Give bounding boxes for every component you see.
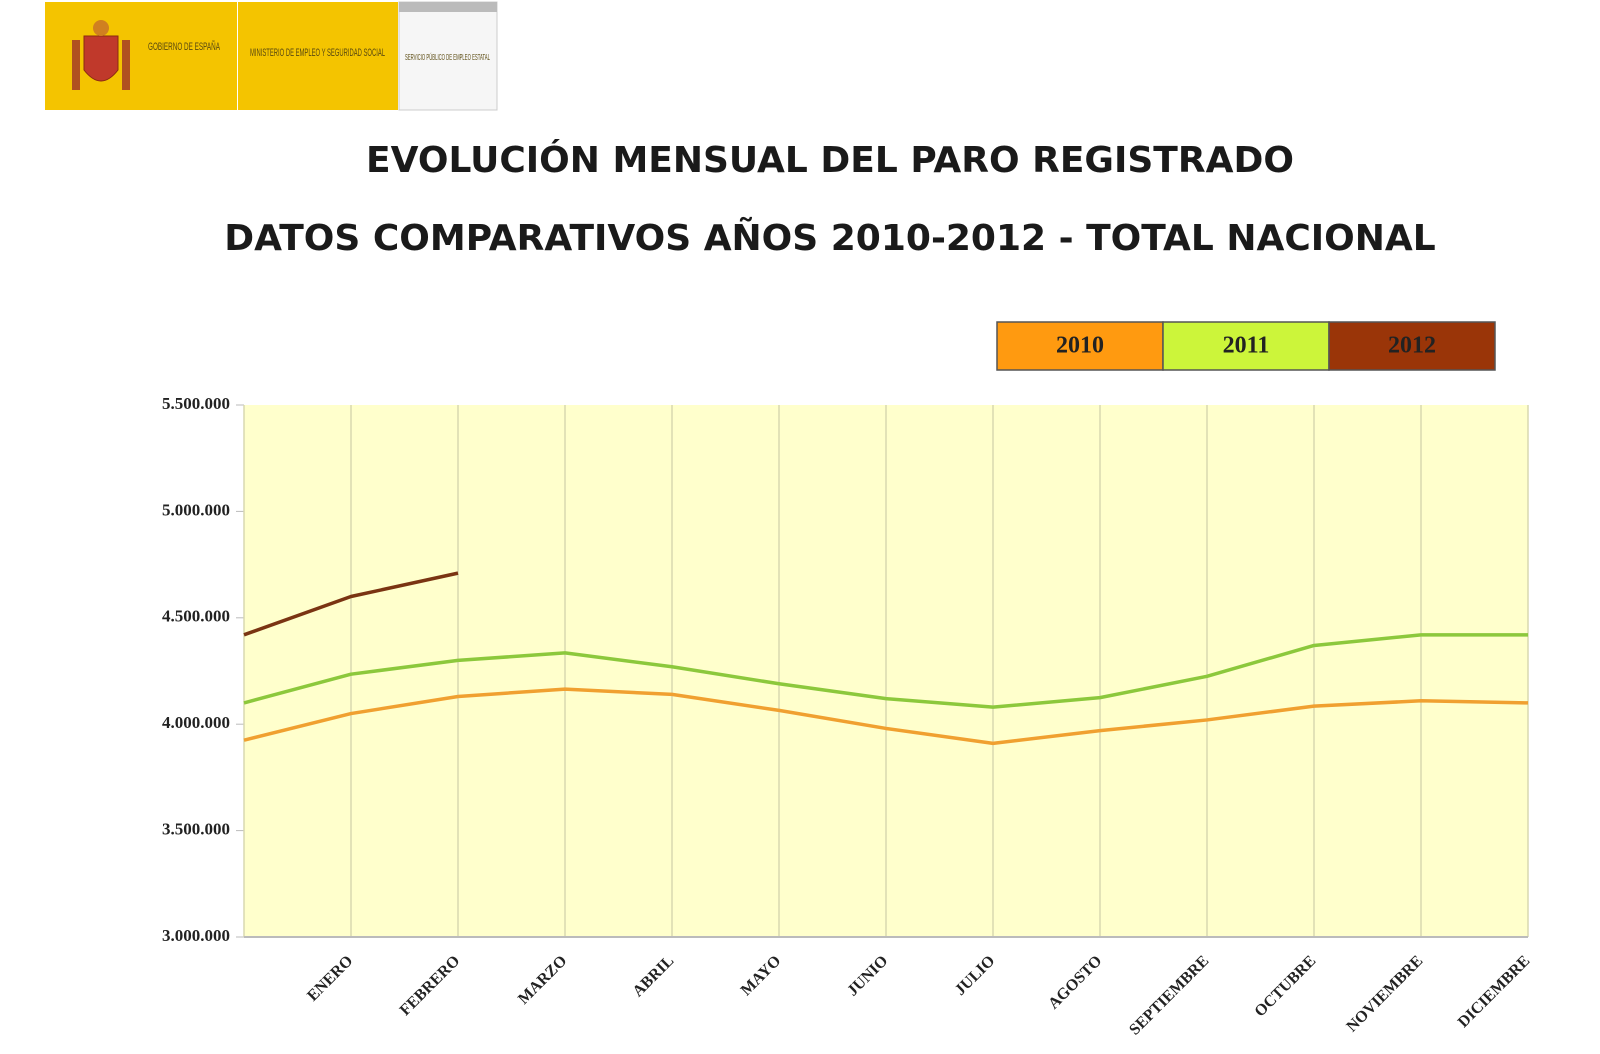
y-tick-label: 3.000.000 <box>162 926 230 945</box>
series-line <box>243 571 459 637</box>
x-tick-label: AGOSTO <box>1045 952 1105 1012</box>
crest <box>72 20 130 90</box>
logo-bar <box>399 2 497 12</box>
x-tick-label: ABRIL <box>630 952 678 1000</box>
ministry-name: MINISTERIO DE EMPLEO Y SEGURIDAD SOCIAL <box>250 47 385 59</box>
series-line <box>243 633 1528 709</box>
x-tick-label: SEPTIEMBRE <box>1126 952 1212 1038</box>
x-tick-label: MAYO <box>738 952 785 999</box>
x-tick-label: FEBRERO <box>397 952 464 1019</box>
legend-swatch <box>996 321 1164 371</box>
chart-title: EVOLUCIÓN MENSUAL DEL PARO REGISTRADO <box>366 139 1294 181</box>
gov-name: GOBIERNO DE ESPAÑA <box>148 40 220 53</box>
logo-ministry <box>238 2 398 110</box>
plot: 3.000.000 3.500.000 4.000.000 4.500.000 5.00… <box>162 394 1533 1039</box>
x-tick-label: NOVIEMBRE <box>1343 952 1426 1035</box>
logo: GOBIERNO DE ESPAÑA MINISTERIO DE EMPLEO … <box>45 1 498 111</box>
y-tick-label: 5.500.000 <box>162 394 230 413</box>
y-tick-label: 5.000.000 <box>162 500 230 519</box>
legend-label: 2010 <box>1056 333 1104 359</box>
x-tick-label: DICIEMBRE <box>1455 952 1534 1031</box>
x-tick-label: JULIO <box>952 952 999 999</box>
x-tick-label: ENERO <box>304 952 356 1004</box>
chart-subtitle: DATOS COMPARATIVOS AÑOS 2010-2012 - TOTA… <box>224 217 1435 259</box>
x-tick-label: OCTUBRE <box>1251 952 1319 1020</box>
legend-label: 2011 <box>1223 333 1270 359</box>
series-line <box>243 687 1529 746</box>
service-name: SERVICIO PÚBLICO DE EMPLEO ESTATAL <box>405 53 490 62</box>
logo-service <box>398 1 498 111</box>
y-tick-label: 4.000.000 <box>162 713 230 732</box>
y-tick-label: 3.500.000 <box>162 820 230 839</box>
legend-swatch <box>1328 321 1496 371</box>
y-tick-label: 4.500.000 <box>162 607 230 626</box>
x-tick-label: JUNIO <box>844 952 891 999</box>
legend: 2010 2011 2012 <box>996 321 1496 371</box>
legend-label: 2012 <box>1388 333 1436 359</box>
x-tick-label: MARZO <box>515 952 570 1007</box>
